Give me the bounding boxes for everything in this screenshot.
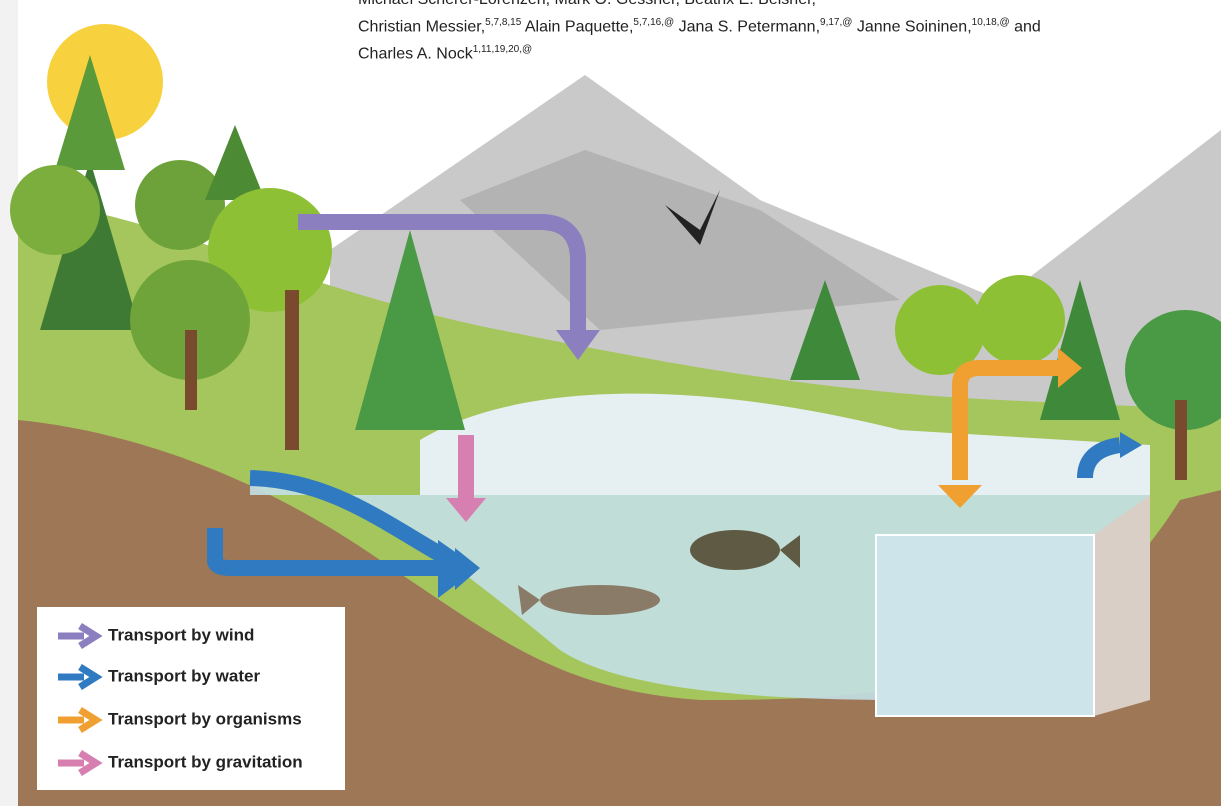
author-name: Christian Messier, <box>358 18 485 35</box>
author-name: Jana S. Petermann, <box>679 18 820 35</box>
author-line: Charles A. Nock1,11,19,20,@ <box>358 38 1221 65</box>
author-name: and <box>1014 18 1041 35</box>
legend-label: Transport by water <box>108 666 260 685</box>
author-name: Michael Scherer-Lorenzen, <box>358 0 550 8</box>
affiliation: 1,11,19,20,@ <box>473 44 532 55</box>
inset-box <box>876 535 1094 716</box>
margin-strip <box>0 0 18 806</box>
illustration: Transport by wind Transport by water Tra… <box>0 0 1221 806</box>
author-line: Christian Messier,5,7,8,15 Alain Paquett… <box>358 11 1221 38</box>
author-name: Mark O. Gessner, <box>555 0 680 8</box>
author-name: Alain Paquette, <box>525 18 634 35</box>
affiliation: 5,7,16,@ <box>633 17 674 28</box>
author-name: Janne Soininen, <box>857 18 972 35</box>
author-line: Michael Scherer-Lorenzen, Mark O. Gessne… <box>358 0 1221 11</box>
author-name: Charles A. Nock <box>358 46 473 63</box>
author-list: Michael Scherer-Lorenzen, Mark O. Gessne… <box>358 0 1221 66</box>
affiliation: 9,17,@ <box>820 17 852 28</box>
legend-label: Transport by organisms <box>108 709 302 728</box>
affiliation: 10,18,@ <box>972 17 1010 28</box>
page: Transport by wind Transport by water Tra… <box>0 0 1221 806</box>
legend-label: Transport by gravitation <box>108 752 303 771</box>
affiliation: 5,7,8,15 <box>485 17 521 28</box>
legend-label: Transport by wind <box>108 625 254 644</box>
author-name: Beatrix E. Beisner, <box>684 0 816 8</box>
